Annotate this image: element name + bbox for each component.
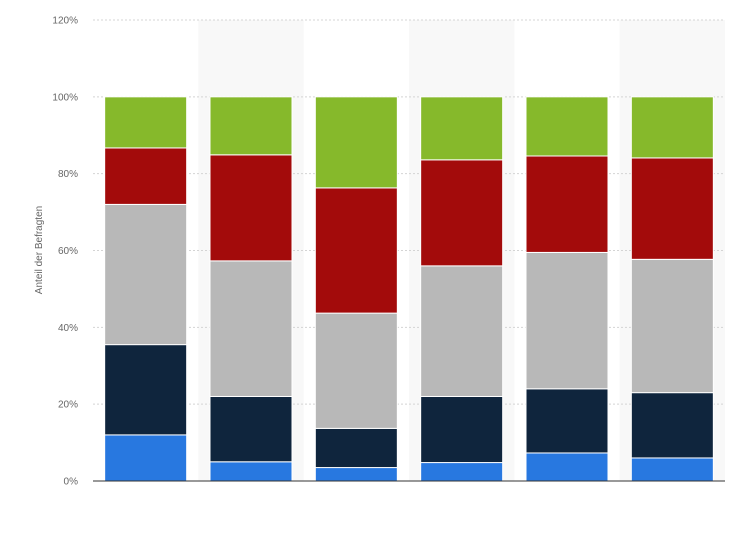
bar-segment [630,392,714,459]
y-tick-label: 40% [58,323,78,334]
bar-segment [630,157,714,260]
bar-segment [209,461,293,482]
bar-segment [525,251,609,390]
y-tick-label: 120% [52,16,78,27]
y-tick-label: 0% [64,477,79,488]
bar-segment [420,395,504,464]
y-tick-label: 100% [52,92,78,103]
bar-segment [314,187,398,314]
bar-segment [630,258,714,394]
bar-segment [209,96,293,156]
bar-segment [209,260,293,397]
bar-segment [420,462,504,482]
bar-segment [104,147,188,205]
bar-segment [420,265,504,397]
bar-segment [104,344,188,436]
bar-segment [314,312,398,429]
bar-segment [420,96,504,161]
y-axis-title: Anteil der Befragten [34,206,45,294]
y-axis-ticks: 0% 20% 40% 60% 80% 100% 120% [52,16,78,488]
bar-segment [209,154,293,262]
y-tick-label: 80% [58,169,78,180]
bar-segment [314,96,398,189]
y-tick-label: 60% [58,246,78,257]
bar-segment [525,452,609,482]
bar-segment [525,155,609,253]
bar-segment [420,159,504,267]
bar-segment [209,395,293,463]
y-tick-label: 20% [58,400,78,411]
bar-segment [525,388,609,454]
bar-segment [314,427,398,469]
bar-segment [630,96,714,159]
gridlines [93,19,725,405]
bars [104,96,714,482]
bar-segment [630,457,714,482]
bar-segment [104,96,188,149]
bar-segment [525,96,609,157]
bar-segment [104,203,188,346]
bar-segment [104,434,188,482]
bar-segment [314,467,398,482]
